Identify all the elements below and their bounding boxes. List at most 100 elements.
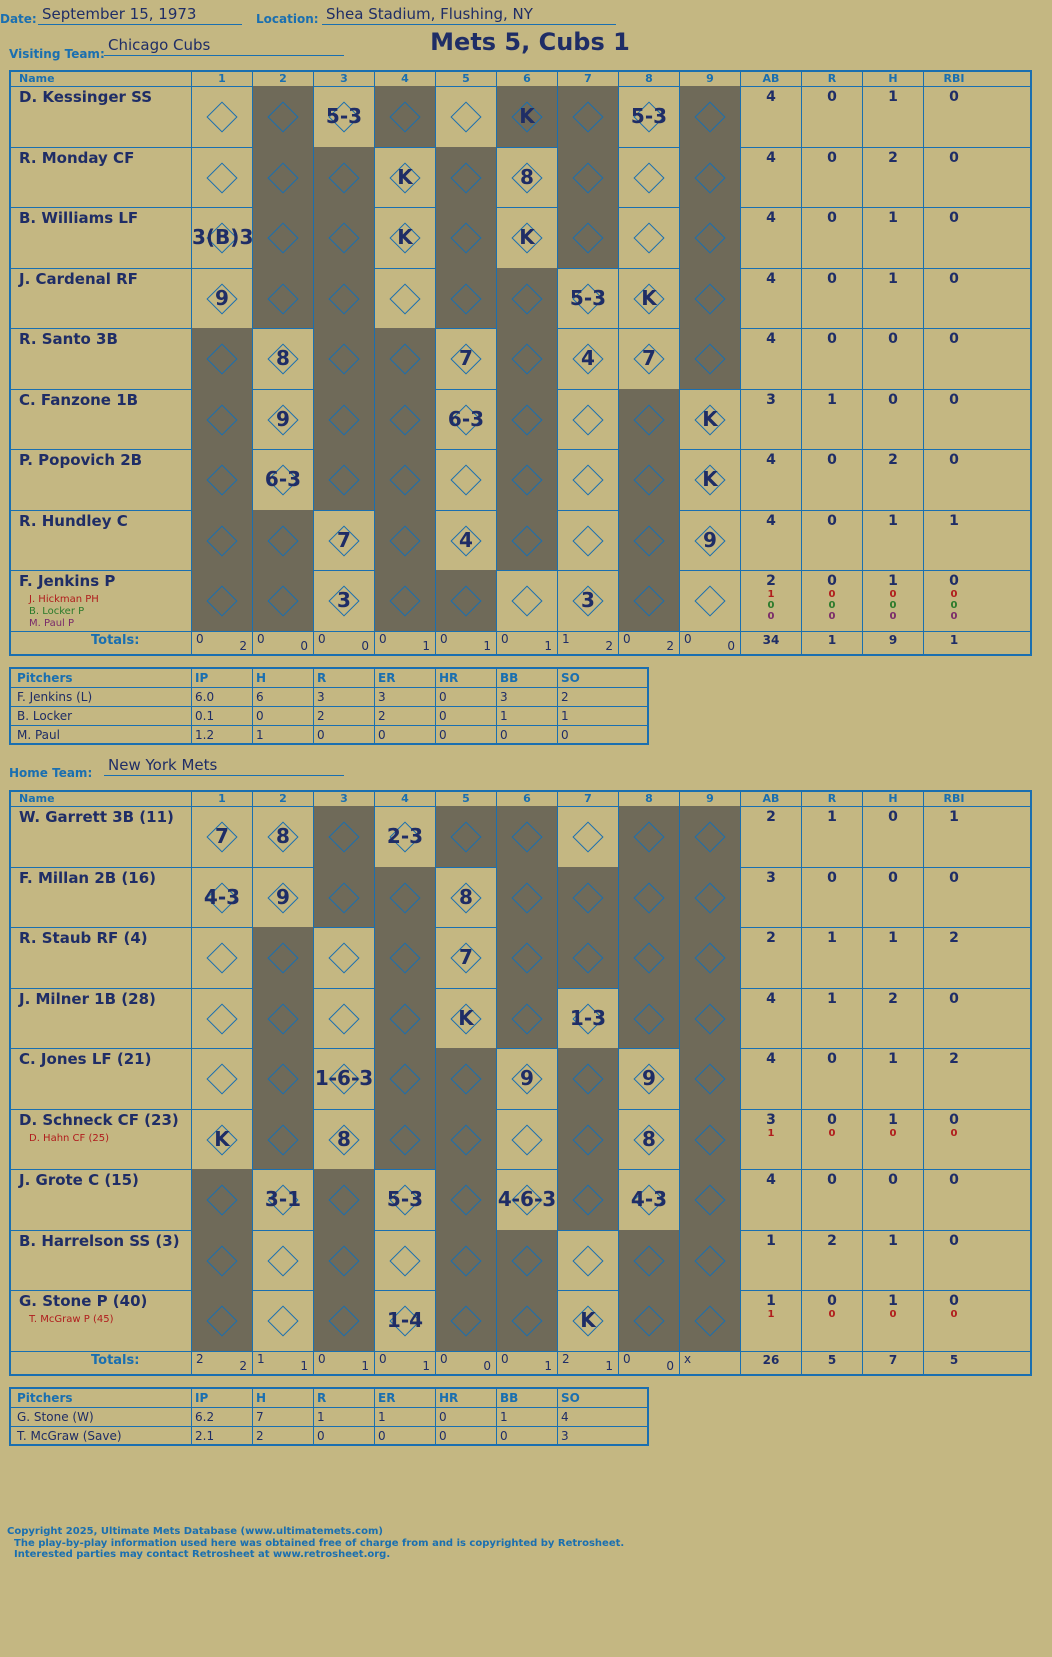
batter-name: F. Jenkins P [19, 572, 116, 590]
play-notation: 5-3 [325, 104, 363, 128]
pitcher-stat: 1 [252, 726, 313, 744]
batter-stat-rbi: 1 [923, 509, 984, 570]
stat-value: 1 [888, 210, 898, 226]
batter-stat-r: 1 [801, 927, 862, 988]
base-diamond-icon [633, 821, 665, 853]
base-diamond-icon [511, 524, 543, 557]
batter-stat-rbi: 1 [923, 806, 984, 867]
base-diamond-icon [511, 464, 543, 496]
play-notation: K [397, 164, 413, 189]
inning-cell: 8 [252, 328, 313, 389]
inning-cell [557, 927, 618, 988]
base-diamond-icon [328, 942, 360, 974]
inning-cell [374, 1108, 435, 1169]
inning-header: 2 [252, 72, 313, 86]
inning-cell: 9 [252, 388, 313, 449]
inning-runs: 0 [379, 631, 387, 646]
inning-cell [374, 1048, 435, 1109]
copyright-line: Copyright 2025, Ultimate Mets Database (… [7, 1526, 383, 1537]
base-diamond-icon [267, 101, 299, 133]
inning-runs: 0 [623, 631, 631, 646]
inning-cell [374, 328, 435, 389]
inning-cell: K [618, 267, 679, 328]
pitcher-stat: 0 [374, 726, 435, 744]
inning-cell [435, 146, 496, 207]
inning-cell [313, 207, 374, 268]
total-stat: 7 [862, 1350, 923, 1375]
inning-cell [252, 509, 313, 570]
base-diamond-icon [206, 1002, 238, 1035]
batter-stat-h: 0 [862, 388, 923, 449]
stat-value: 0 [888, 331, 898, 347]
visiting-team-name: Chicago Cubs [104, 36, 344, 56]
batter-row: G. Stone P (40) T. McGraw P (45) 1-4 K 1 1 0 0 1… [11, 1290, 1030, 1352]
base-diamond-icon [511, 343, 543, 375]
stat-column-header: H [862, 72, 923, 86]
inning-cell [618, 1290, 679, 1351]
play-notation: 4-6-3 [497, 1187, 557, 1211]
play-notation: 4-3 [203, 884, 241, 909]
batter-stat-r: 0 [801, 146, 862, 207]
pitcher-row: G. Stone (W) 6.2 7 1 1 0 1 4 [11, 1408, 647, 1427]
inning-cell [191, 927, 252, 988]
inning-cell: 6-3 [435, 388, 496, 449]
base-diamond-icon [633, 1244, 665, 1277]
inning-cell [252, 1229, 313, 1290]
pitcher-stat: ER [374, 1389, 435, 1407]
inning-cell: 9 [191, 267, 252, 328]
pitcher-stat: 7 [252, 1408, 313, 1426]
batter-stat-h: 1 [862, 927, 923, 988]
pitcher-stat: 3 [496, 688, 557, 706]
inning-header: 1 [191, 72, 252, 86]
play-notation: 2-3 [386, 824, 424, 848]
batter-stat-r: 0 [801, 86, 862, 147]
inning-header: 5 [435, 792, 496, 806]
base-diamond-icon [694, 881, 726, 914]
inning-cell [191, 987, 252, 1048]
batter-stat-rbi: 0 [923, 86, 984, 147]
base-diamond-icon [572, 821, 604, 853]
inning-runs: 0 [623, 1351, 631, 1366]
inning-cell [374, 570, 435, 631]
play-notation: 9 [215, 285, 229, 310]
pitcher-stat: 3 [557, 1427, 616, 1445]
stat-value: 1 [949, 512, 959, 529]
base-diamond-icon [511, 881, 543, 914]
base-diamond-icon [694, 1002, 726, 1035]
inning-header: 2 [252, 792, 313, 806]
stat-column-header: R [801, 792, 862, 806]
inning-cell [618, 866, 679, 927]
play-notation: 8 [642, 1126, 656, 1151]
sub-stat-value: 0 [950, 589, 958, 600]
inning-cell [191, 86, 252, 147]
batter-stat-rbi: 2 [923, 927, 984, 988]
inning-cell: 4-3 [191, 866, 252, 927]
base-diamond-icon [450, 282, 482, 315]
inning-hits: 1 [483, 638, 491, 653]
inning-cell [191, 146, 252, 207]
inning-cell [679, 1108, 740, 1169]
inning-cell [374, 388, 435, 449]
inning-cell [252, 207, 313, 268]
batter-stat-h: 2 [862, 449, 923, 510]
play-notation: K [641, 285, 657, 310]
batter-stat-rbi: 0 [923, 987, 984, 1048]
inning-runs: 0 [440, 631, 448, 646]
base-diamond-icon [511, 1002, 543, 1035]
stat-value: 0 [949, 391, 959, 408]
stat-value: 1 [888, 89, 898, 105]
stat-value: 1 [888, 270, 898, 287]
play-notation: 4-3 [630, 1187, 668, 1211]
sub-stat-value: 0 [889, 589, 897, 600]
inning-cell [435, 449, 496, 510]
base-diamond-icon [450, 1063, 482, 1095]
inning-cell: 8 [435, 866, 496, 927]
play-notation: 9 [703, 527, 717, 552]
batter-stat-rbi: 2 [923, 1048, 984, 1109]
batter-row: R. Hundley C 7 4 9 4 0 1 1 [11, 509, 1030, 571]
